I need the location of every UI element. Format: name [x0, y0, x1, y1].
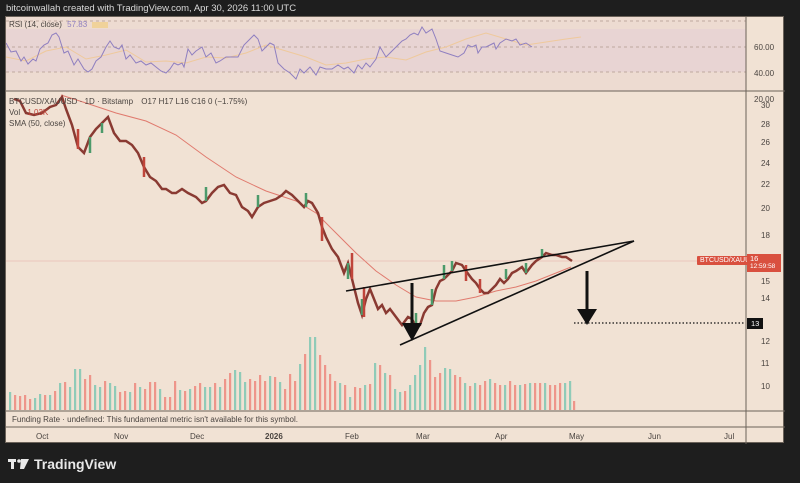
symbol-price-tag: BTCUSD/XAUUSD	[697, 256, 763, 265]
chart-frame: RSI (14, close) 57.83 60.00 40.00 20.00 …	[5, 16, 785, 444]
time-axis-apr: Apr	[495, 432, 508, 441]
price-axis-10: 10	[761, 382, 770, 391]
ohlc-values: O17 H17 L16 C16 0 (−1.75%)	[141, 97, 248, 106]
price-axis-18: 18	[761, 231, 770, 240]
time-axis-jun: Jun	[648, 432, 661, 441]
funding-rate-message: Funding Rate · undefined: This fundament…	[12, 415, 298, 424]
time-axis-mar: Mar	[416, 432, 430, 441]
price-axis-26: 26	[761, 138, 770, 147]
price-axis-22: 22	[761, 180, 770, 189]
chart-canvas	[6, 17, 785, 444]
last-price-tag: 16 12:59:58	[747, 254, 781, 272]
symbol-legend[interactable]: BTCUSD/XAUUSD · 1D · Bitstamp O17 H17 L1…	[9, 97, 247, 106]
sma-legend[interactable]: SMA (50, close)	[9, 119, 66, 128]
rsi-axis-60: 60.00	[754, 43, 775, 52]
volume-label: Vol	[9, 108, 21, 117]
tradingview-logo-icon	[8, 459, 29, 469]
price-axis-20: 20	[761, 204, 770, 213]
time-axis-jul: Jul	[724, 432, 735, 441]
price-axis-30: 30	[761, 101, 770, 110]
brand-name: TradingView	[34, 456, 117, 472]
target-price-tag: 13	[747, 318, 764, 329]
bar-countdown: 12:59:58	[750, 263, 776, 270]
time-axis-2026: 2026	[265, 432, 283, 441]
rsi-axis-40: 40.00	[754, 69, 775, 78]
rsi-value: 57.83	[67, 20, 88, 29]
price-axis-11: 11	[761, 359, 770, 368]
attribution-text: bitcoinwallah created with TradingView.c…	[6, 3, 297, 14]
time-axis-nov: Nov	[114, 432, 129, 441]
price-axis-14: 14	[761, 294, 770, 303]
time-axis-may: May	[569, 432, 585, 441]
time-axis-oct: Oct	[36, 432, 49, 441]
volume-value: 1.03K	[27, 108, 49, 117]
last-price: 16	[750, 254, 759, 263]
rsi-ma-swatch	[92, 21, 109, 28]
time-axis-feb: Feb	[345, 432, 359, 441]
time-axis-dec: Dec	[190, 432, 205, 441]
price-axis-12: 12	[761, 337, 770, 346]
price-axis-15: 15	[761, 277, 770, 286]
rsi-axis-20: 20.00	[754, 95, 775, 104]
rsi-legend[interactable]: RSI (14, close) 57.83	[9, 20, 109, 29]
price-axis-28: 28	[761, 120, 770, 129]
volume-legend[interactable]: Vol 1.03K	[9, 108, 48, 117]
price-axis-24: 24	[761, 159, 770, 168]
rsi-label: RSI (14, close)	[9, 20, 62, 29]
symbol-info: BTCUSD/XAUUSD · 1D · Bitstamp	[9, 97, 134, 106]
tradingview-logo[interactable]: TradingView	[8, 456, 116, 472]
